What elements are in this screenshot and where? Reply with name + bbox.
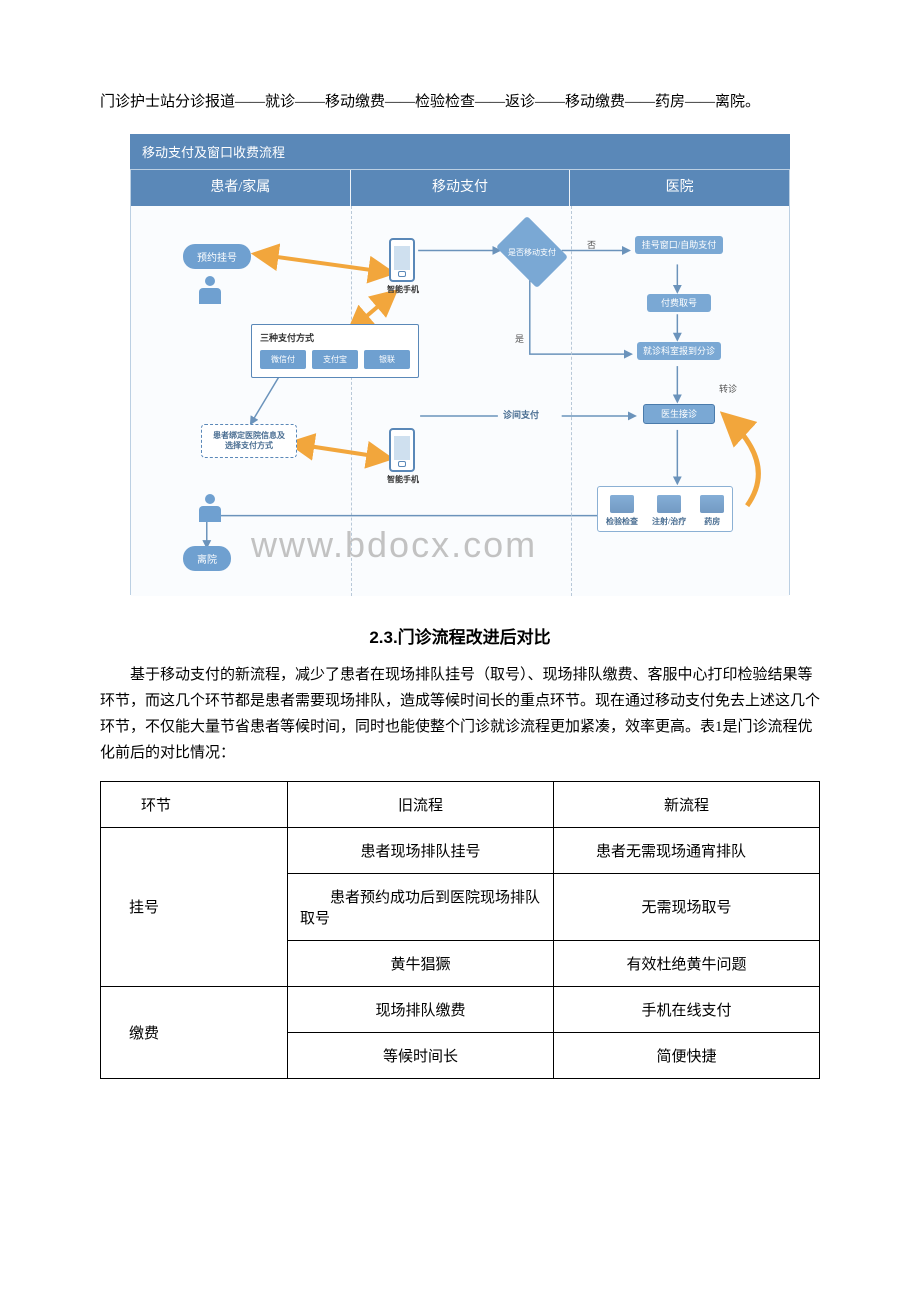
decision-label: 是否移动支付: [503, 230, 561, 274]
label-yes: 是: [515, 332, 524, 345]
old-cell: 现场排队缴费: [287, 986, 553, 1032]
decision-mobile: 是否移动支付: [496, 215, 568, 287]
col-mobile: 移动支付: [351, 170, 571, 206]
col-hospital: 医院: [570, 170, 789, 206]
diagram-title: 移动支付及窗口收费流程: [130, 134, 790, 169]
grp-exam-label: 检验检查: [606, 517, 638, 526]
col-patient: 患者/家属: [131, 170, 351, 206]
new-cell: 手机在线支付: [553, 986, 819, 1032]
diagram-canvas: 预约挂号 三种支付方式 微信付 支付宝 银联 患者绑定医院信息及选择支付方式 离…: [131, 206, 789, 596]
comparison-paragraph: 基于移动支付的新流程，减少了患者在现场排队挂号（取号）、现场排队缴费、客服中心打…: [100, 662, 820, 767]
bind-note-box: 患者绑定医院信息及选择支付方式: [201, 424, 297, 459]
label-turnback: 转诊: [719, 382, 737, 395]
new-cell: 无需现场取号: [553, 873, 819, 940]
label-no: 否: [587, 238, 596, 251]
th-new: 新流程: [553, 781, 819, 827]
phone-icon-2: [389, 428, 415, 472]
inject-icon: [657, 495, 681, 513]
old-cell: 患者预约成功后到医院现场排队取号: [287, 873, 553, 940]
person-icon: [199, 276, 221, 306]
old-cell: 黄牛猖獗: [287, 940, 553, 986]
node-register: 预约挂号: [183, 244, 251, 269]
stage-register: 挂号: [101, 827, 288, 986]
section-title: 2.3.门诊流程改进后对比: [100, 623, 820, 648]
comparison-table: 环节 旧流程 新流程 挂号 患者现场排队挂号 患者无需现场通宵排队 患者预约成功…: [100, 781, 820, 1079]
th-old: 旧流程: [287, 781, 553, 827]
old-cell: 等候时间长: [287, 1032, 553, 1078]
node-leave: 离院: [183, 546, 231, 571]
pay-union: 银联: [364, 350, 410, 369]
grp-inject: 注射/治疗: [652, 495, 686, 527]
node-h2: 付费取号: [647, 294, 711, 313]
node-h1: 挂号窗口/自助支付: [635, 236, 723, 255]
new-cell: 有效杜绝黄牛问题: [553, 940, 819, 986]
grp-inject-label: 注射/治疗: [652, 517, 686, 526]
table-row: 挂号 患者现场排队挂号 患者无需现场通宵排队: [101, 827, 820, 873]
phone-label-2: 智能手机: [381, 474, 425, 485]
grp-exam: 检验检查: [606, 495, 638, 527]
phone-icon-1: [389, 238, 415, 282]
grp-pharmacy-label: 药房: [704, 517, 720, 526]
intro-line: 门诊护士站分诊报道——就诊——移动缴费——检验检查——返诊——移动缴费——药房—…: [100, 90, 820, 116]
node-h3: 就诊科室报到分诊: [637, 342, 721, 361]
stage-pay: 缴费: [101, 986, 288, 1078]
table-row: 缴费 现场排队缴费 手机在线支付: [101, 986, 820, 1032]
pay-methods-box: 三种支付方式 微信付 支付宝 银联: [251, 324, 419, 378]
grp-pharmacy: 药房: [700, 495, 724, 527]
phone-label-1: 智能手机: [381, 284, 425, 295]
paybox-title: 三种支付方式: [260, 331, 410, 344]
table-header-row: 环节 旧流程 新流程: [101, 781, 820, 827]
new-cell: 患者无需现场通宵排队: [553, 827, 819, 873]
watermark: www.bdocx.com: [251, 524, 537, 566]
pharmacy-icon: [700, 495, 724, 513]
pay-alipay: 支付宝: [312, 350, 358, 369]
pay-wechat: 微信付: [260, 350, 306, 369]
node-h4: 医生接诊: [643, 404, 715, 425]
th-stage: 环节: [101, 781, 288, 827]
old-cell: 患者现场排队挂号: [287, 827, 553, 873]
exam-icon: [610, 495, 634, 513]
diagram-body: 患者/家属 移动支付 医院: [130, 169, 790, 595]
new-cell: 简便快捷: [553, 1032, 819, 1078]
person-icon-2: [199, 494, 221, 524]
flow-diagram: 移动支付及窗口收费流程 患者/家属 移动支付 医院: [130, 134, 790, 595]
node-visitpay: 诊间支付: [503, 408, 539, 421]
group-services: 检验检查 注射/治疗 药房: [597, 486, 733, 532]
